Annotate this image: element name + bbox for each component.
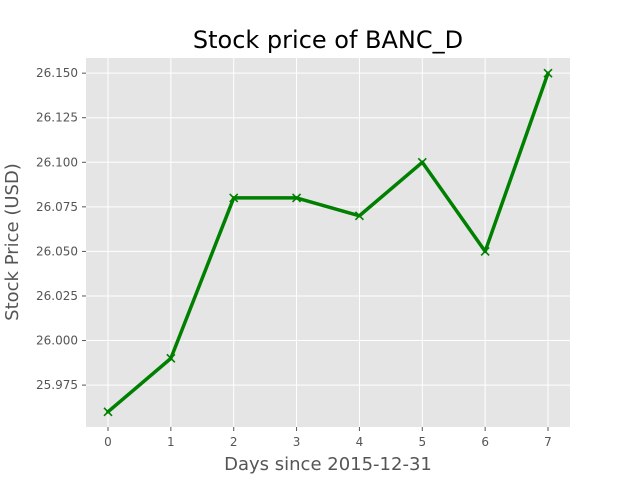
y-tick-label: 26.150 — [36, 66, 78, 80]
marker-stroke — [292, 193, 302, 203]
x-tick-label: 7 — [544, 435, 552, 449]
x-tick-label: 5 — [418, 435, 426, 449]
x-tick-label: 6 — [481, 435, 489, 449]
y-axis-label: Stock Price (USD) — [2, 163, 23, 321]
x-axis-ticks: 0 1 2 3 4 5 6 7 — [104, 427, 552, 449]
y-tick-label: 25.975 — [36, 378, 78, 392]
data-point-marker — [292, 193, 302, 203]
marker-stroke — [480, 246, 490, 256]
y-tick-label: 26.025 — [36, 289, 78, 303]
data-point-marker — [229, 193, 239, 203]
marker-stroke — [103, 407, 113, 417]
x-tick-label: 4 — [356, 435, 364, 449]
data-point-marker — [480, 246, 490, 256]
x-tick-label: 3 — [293, 435, 301, 449]
marker-stroke — [166, 353, 176, 363]
x-tick-label: 2 — [230, 435, 238, 449]
data-point-marker — [417, 157, 427, 167]
data-point-marker — [354, 211, 364, 221]
x-tick-label: 1 — [167, 435, 175, 449]
x-axis-label: Days since 2015-12-31 — [224, 454, 432, 475]
series-markers — [103, 68, 553, 417]
data-point-marker — [103, 407, 113, 417]
marker-stroke — [229, 193, 239, 203]
chart-title: Stock price of BANC_D — [193, 26, 463, 54]
data-point-marker — [166, 353, 176, 363]
y-tick-label: 26.100 — [36, 155, 78, 169]
y-tick-label: 26.125 — [36, 111, 78, 125]
y-tick-label: 26.050 — [36, 244, 78, 258]
y-axis-ticks: 25.975 26.000 26.025 26.050 26.075 26.100 26.1… — [36, 66, 86, 392]
plot-area — [86, 58, 570, 427]
y-tick-label: 26.000 — [36, 334, 78, 348]
marker-stroke — [543, 68, 553, 78]
marker-stroke — [354, 211, 364, 221]
x-tick-label: 0 — [104, 435, 112, 449]
series-line — [106, 71, 550, 414]
marker-stroke — [417, 157, 427, 167]
y-tick-label: 26.075 — [36, 200, 78, 214]
data-point-marker — [543, 68, 553, 78]
